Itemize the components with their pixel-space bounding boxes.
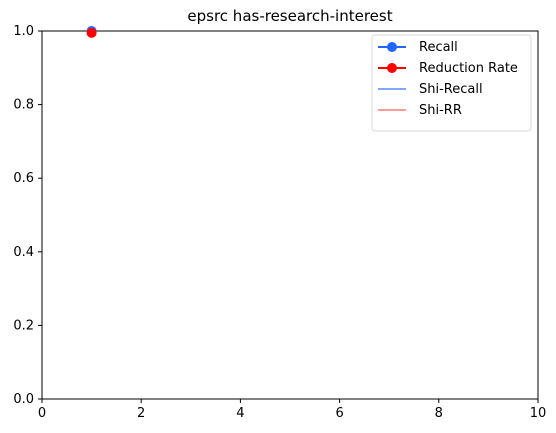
series-group xyxy=(86,26,97,38)
y-tick-label-3: 0.6 xyxy=(13,171,34,186)
y-tick-label-5: 1.0 xyxy=(13,24,34,39)
x-tick-label-4: 8 xyxy=(435,406,443,421)
legend-swatch-marker-0 xyxy=(387,42,397,52)
legend-box xyxy=(371,34,532,132)
legend-label-3: Shi-RR xyxy=(419,103,462,118)
legend-label-1: Reduction Rate xyxy=(419,61,518,76)
legend-label-2: Shi-Recall xyxy=(419,82,483,97)
tick-group: 0 2 4 6 8 10 0.0 0.2 0.4 0.6 0.8 1.0 xyxy=(13,24,546,421)
x-tick-label-1: 2 xyxy=(137,406,145,421)
legend-swatch-marker-1 xyxy=(387,63,397,73)
y-tick-label-0: 0.0 xyxy=(13,392,34,407)
y-tick-label-2: 0.4 xyxy=(13,245,34,260)
y-tick-label-1: 0.2 xyxy=(13,318,34,333)
x-tick-label-0: 0 xyxy=(38,406,46,421)
series-point-1-0 xyxy=(86,27,97,38)
legend: Recall Reduction Rate Shi-Recall Shi-RR xyxy=(371,34,532,132)
x-tick-label-2: 4 xyxy=(236,406,244,421)
chart-title: epsrc has-research-interest xyxy=(187,7,392,25)
legend-label-0: Recall xyxy=(419,40,458,55)
y-tick-label-4: 0.8 xyxy=(13,98,34,113)
x-tick-label-3: 6 xyxy=(335,406,343,421)
x-tick-label-5: 10 xyxy=(530,406,547,421)
